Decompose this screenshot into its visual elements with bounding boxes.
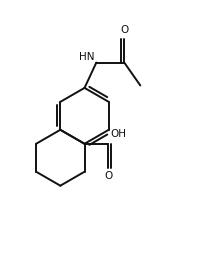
Text: OH: OH	[111, 129, 126, 139]
Text: HN: HN	[79, 52, 95, 62]
Text: O: O	[120, 25, 128, 35]
Text: O: O	[104, 171, 112, 181]
